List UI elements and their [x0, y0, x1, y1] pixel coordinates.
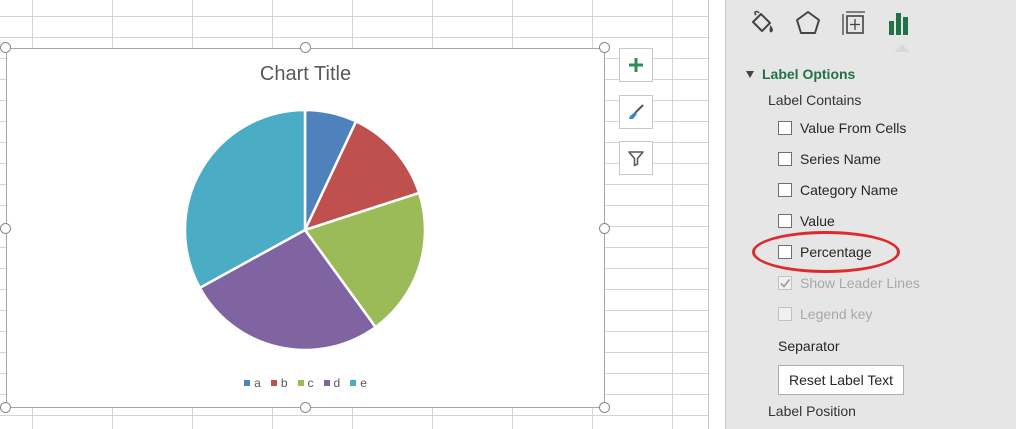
option-label: Value From Cells	[800, 120, 907, 136]
pane-splitter[interactable]	[708, 0, 726, 429]
legend-swatch	[270, 379, 277, 386]
resize-handle-left[interactable]	[0, 223, 11, 234]
pie-slice-b[interactable]	[303, 120, 421, 232]
percentage-option[interactable]: Percentage	[778, 242, 872, 262]
label-contains-heading: Label Contains	[768, 92, 862, 108]
option-label: Percentage	[800, 244, 872, 260]
pie-slice-e[interactable]	[183, 108, 307, 290]
series-name-option[interactable]: Series Name	[778, 149, 881, 169]
legend-item-d[interactable]: d	[323, 375, 341, 390]
pie-chart[interactable]	[7, 49, 604, 407]
resize-handle-top-right[interactable]	[599, 42, 610, 53]
pie-slice-d[interactable]	[198, 228, 377, 352]
plus-icon	[629, 58, 643, 72]
paintbrush-icon	[629, 104, 644, 119]
option-label: Show Leader Lines	[800, 275, 920, 291]
checkbox[interactable]	[778, 121, 792, 135]
resize-handle-top-left[interactable]	[0, 42, 11, 53]
legend-label: c	[307, 375, 314, 390]
label-position-heading: Label Position	[768, 403, 856, 419]
chart-elements-button[interactable]	[619, 48, 653, 82]
value-option[interactable]: Value	[778, 211, 835, 231]
size-properties-icon	[842, 11, 865, 35]
legend-label: e	[360, 375, 367, 390]
legend-key-option[interactable]: Legend key	[778, 304, 872, 324]
resize-handle-right[interactable]	[599, 223, 610, 234]
chart-filters-button[interactable]	[619, 141, 653, 175]
format-data-labels-pane: Label Options Label Contains Value From …	[726, 0, 1016, 429]
resize-handle-top[interactable]	[300, 42, 311, 53]
legend-label: d	[333, 375, 341, 390]
option-label: Category Name	[800, 182, 899, 198]
tab-label-options[interactable]	[884, 6, 916, 40]
chart-styles-button[interactable]	[619, 95, 653, 129]
paint-bucket-icon	[752, 10, 773, 33]
pentagon-icon	[796, 11, 820, 34]
tab-effects[interactable]	[792, 6, 824, 40]
checkbox-checked[interactable]	[778, 276, 792, 290]
pie-slice-c[interactable]	[303, 191, 427, 329]
legend-swatch	[297, 379, 304, 386]
checkbox[interactable]	[778, 183, 792, 197]
category-name-option[interactable]: Category Name	[778, 180, 898, 200]
separator-label: Separator	[778, 338, 840, 354]
resize-handle-bottom-right[interactable]	[599, 402, 610, 413]
legend-swatch	[323, 379, 330, 386]
option-label: Value	[800, 213, 835, 229]
legend-swatch	[244, 379, 251, 386]
checkbox[interactable]	[778, 152, 792, 166]
legend-item-e[interactable]: e	[350, 375, 367, 390]
show-leader-lines-option[interactable]: Show Leader Lines	[778, 273, 920, 293]
label-options-section-header[interactable]: Label Options	[746, 66, 855, 82]
chart-area[interactable]: Chart Title a b c d e	[6, 48, 605, 408]
legend-label: a	[254, 375, 261, 390]
reset-label-text-button[interactable]: Reset Label Text	[778, 365, 904, 395]
checkbox[interactable]	[778, 245, 792, 259]
legend-item-c[interactable]: c	[297, 375, 314, 390]
resize-handle-bottom-left[interactable]	[0, 402, 11, 413]
checkbox[interactable]	[778, 214, 792, 228]
chart-legend[interactable]: a b c d e	[7, 375, 604, 390]
chart-title[interactable]: Chart Title	[259, 63, 352, 85]
resize-handle-bottom[interactable]	[300, 402, 311, 413]
funnel-icon	[628, 151, 644, 167]
tab-size-properties[interactable]	[838, 6, 870, 40]
value-from-cells-option[interactable]: Value From Cells	[778, 118, 906, 138]
checkmark-icon	[780, 279, 791, 288]
legend-item-b[interactable]: b	[270, 375, 288, 390]
legend-swatch	[350, 379, 357, 386]
active-tab-indicator	[894, 44, 910, 52]
legend-label: b	[280, 375, 288, 390]
checkbox[interactable]	[778, 307, 792, 321]
legend-item-a[interactable]: a	[244, 375, 261, 390]
caret-down-icon	[746, 70, 754, 78]
bar-chart-icon	[889, 13, 908, 35]
option-label: Series Name	[800, 151, 881, 167]
section-title: Label Options	[762, 66, 856, 82]
option-label: Legend key	[800, 306, 873, 322]
tab-fill-line[interactable]	[746, 6, 778, 40]
